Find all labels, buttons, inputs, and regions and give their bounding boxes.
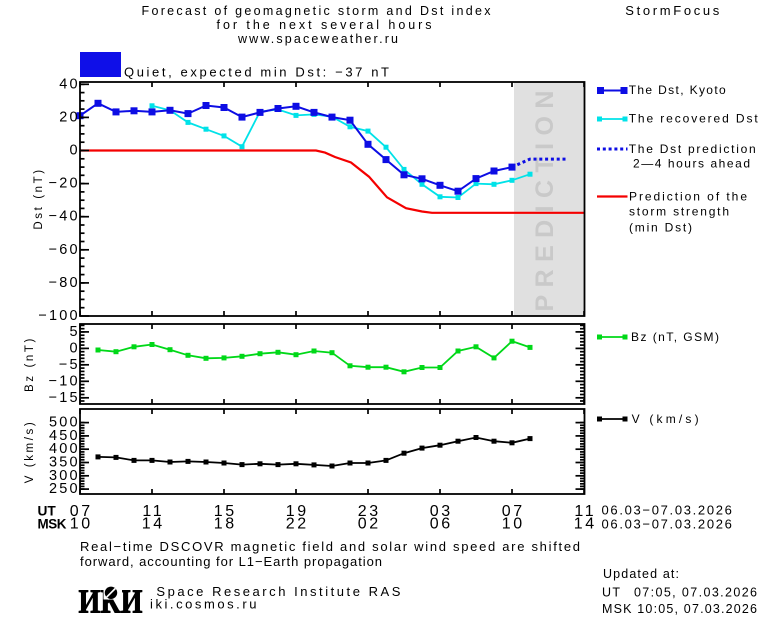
svg-text:−5: −5: [59, 357, 80, 373]
svg-text:11: 11: [574, 503, 596, 520]
svg-text:−20: −20: [49, 176, 80, 192]
svg-text:19: 19: [286, 503, 309, 520]
svg-text:Quiet, expected min Dst: −37 n: Quiet, expected min Dst: −37 nT: [124, 65, 389, 80]
svg-text:06.03−07.03.2026: 06.03−07.03.2026: [602, 517, 733, 532]
svg-text:350: 350: [49, 455, 80, 471]
svg-text:UT 07:05, 07.03.2026: UT 07:05, 07.03.2026: [602, 586, 757, 600]
svg-text:V (km/s): V (km/s): [632, 412, 699, 426]
svg-text:MSK 10:05, 07.03.2026: MSK 10:05, 07.03.2026: [602, 602, 757, 616]
svg-text:for the next several hours: for the next several hours: [217, 18, 432, 32]
svg-text:18: 18: [214, 516, 237, 533]
svg-text:400: 400: [49, 441, 80, 457]
svg-text:5: 5: [70, 324, 80, 340]
svg-text:The Dst, Kyoto: The Dst, Kyoto: [629, 83, 726, 97]
svg-text:Updated at:: Updated at:: [603, 567, 679, 581]
svg-text:Bz (nT): Bz (nT): [24, 336, 36, 392]
svg-text:UT: UT: [38, 504, 57, 519]
svg-text:Bz (nT, GSM): Bz (nT, GSM): [631, 330, 719, 344]
svg-text:iki.cosmos.ru: iki.cosmos.ru: [150, 597, 259, 612]
svg-text:40: 40: [59, 76, 80, 92]
svg-text:www.spaceweather.ru: www.spaceweather.ru: [237, 32, 398, 46]
svg-text:(min Dst): (min Dst): [629, 221, 692, 235]
svg-text:The recovered Dst: The recovered Dst: [629, 112, 759, 126]
svg-text:300: 300: [49, 468, 80, 484]
svg-text:−100: −100: [38, 308, 79, 324]
svg-text:−10: −10: [49, 373, 80, 389]
svg-text:03: 03: [430, 503, 453, 520]
svg-text:450: 450: [49, 428, 80, 444]
svg-text:Space Research Institute RAS: Space Research Institute RAS: [156, 584, 400, 599]
svg-text:storm strength: storm strength: [629, 205, 729, 219]
svg-text:V (km/s): V (km/s): [24, 420, 36, 484]
svg-text:15: 15: [214, 503, 237, 520]
svg-text:Prediction of the: Prediction of the: [629, 190, 747, 204]
svg-text:06.03−07.03.2026: 06.03−07.03.2026: [602, 502, 733, 517]
svg-text:Real−time DSCOVR magnetic fiel: Real−time DSCOVR magnetic field and sola…: [80, 539, 580, 554]
svg-text:The Dst prediction: The Dst prediction: [629, 142, 756, 156]
svg-text:06: 06: [430, 516, 453, 533]
svg-text:Dst (nT): Dst (nT): [33, 167, 45, 229]
svg-text:10: 10: [70, 516, 93, 533]
svg-text:07: 07: [502, 503, 525, 520]
svg-text:0: 0: [70, 143, 80, 159]
svg-text:ИКИ: ИКИ: [79, 584, 143, 620]
svg-text:250: 250: [49, 481, 80, 497]
svg-text:−60: −60: [49, 242, 80, 258]
svg-text:02: 02: [358, 516, 381, 533]
svg-text:−15: −15: [49, 390, 80, 406]
svg-text:0: 0: [70, 340, 80, 356]
svg-text:23: 23: [358, 503, 381, 520]
svg-text:20: 20: [59, 109, 80, 125]
svg-text:Forecast of geomagnetic storm: Forecast of geomagnetic storm and Dst in…: [142, 4, 492, 18]
svg-text:07: 07: [70, 503, 93, 520]
svg-text:MSK: MSK: [38, 517, 67, 532]
svg-text:−40: −40: [49, 209, 80, 225]
svg-text:forward, accounting for L1−Ear: forward, accounting for L1−Earth propaga…: [80, 554, 382, 569]
svg-text:11: 11: [142, 503, 164, 520]
svg-text:14: 14: [142, 516, 165, 533]
svg-text:500: 500: [49, 415, 80, 431]
svg-text:14: 14: [574, 516, 597, 533]
svg-text:StormFocus: StormFocus: [625, 3, 720, 18]
svg-text:22: 22: [286, 516, 309, 533]
svg-text:10: 10: [502, 516, 525, 533]
svg-text:2—4 hours ahead: 2—4 hours ahead: [633, 157, 750, 171]
svg-text:−80: −80: [49, 275, 80, 291]
